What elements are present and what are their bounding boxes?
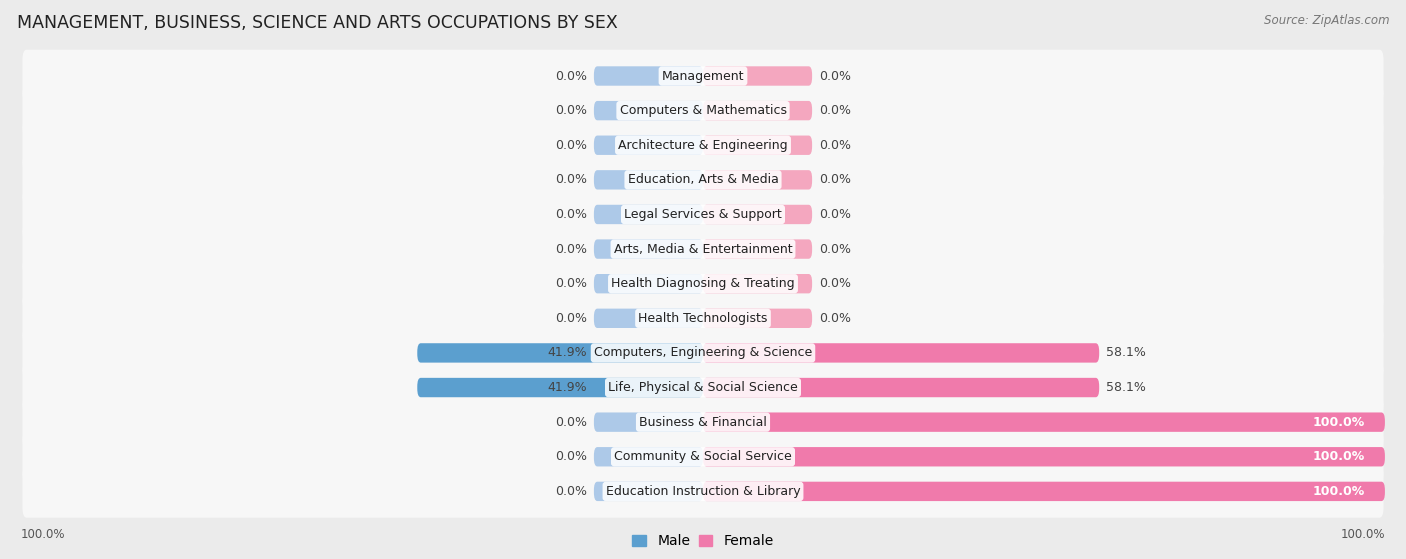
FancyBboxPatch shape <box>593 447 703 466</box>
FancyBboxPatch shape <box>22 430 1384 483</box>
Text: Computers & Mathematics: Computers & Mathematics <box>620 104 786 117</box>
Text: 100.0%: 100.0% <box>1340 528 1385 541</box>
Text: Community & Social Service: Community & Social Service <box>614 450 792 463</box>
Legend: Male, Female: Male, Female <box>627 528 779 553</box>
Text: Arts, Media & Entertainment: Arts, Media & Entertainment <box>613 243 793 255</box>
FancyBboxPatch shape <box>703 378 1099 397</box>
Text: Education, Arts & Media: Education, Arts & Media <box>627 173 779 186</box>
Text: 0.0%: 0.0% <box>555 69 588 83</box>
FancyBboxPatch shape <box>22 223 1384 276</box>
FancyBboxPatch shape <box>22 396 1384 448</box>
FancyBboxPatch shape <box>593 482 703 501</box>
FancyBboxPatch shape <box>703 482 1385 501</box>
FancyBboxPatch shape <box>22 154 1384 206</box>
FancyBboxPatch shape <box>703 309 813 328</box>
Text: 58.1%: 58.1% <box>1107 347 1146 359</box>
FancyBboxPatch shape <box>593 170 703 190</box>
Text: Source: ZipAtlas.com: Source: ZipAtlas.com <box>1264 14 1389 27</box>
Text: Life, Physical & Social Science: Life, Physical & Social Science <box>609 381 797 394</box>
FancyBboxPatch shape <box>703 101 813 120</box>
FancyBboxPatch shape <box>593 67 703 86</box>
Text: 0.0%: 0.0% <box>818 277 851 290</box>
Text: 0.0%: 0.0% <box>818 104 851 117</box>
FancyBboxPatch shape <box>593 101 703 120</box>
Text: 0.0%: 0.0% <box>555 139 588 151</box>
Text: 0.0%: 0.0% <box>555 243 588 255</box>
Text: 0.0%: 0.0% <box>555 312 588 325</box>
Text: 100.0%: 100.0% <box>1312 485 1364 498</box>
Text: 0.0%: 0.0% <box>818 173 851 186</box>
FancyBboxPatch shape <box>22 465 1384 518</box>
Text: Education Instruction & Library: Education Instruction & Library <box>606 485 800 498</box>
Text: MANAGEMENT, BUSINESS, SCIENCE AND ARTS OCCUPATIONS BY SEX: MANAGEMENT, BUSINESS, SCIENCE AND ARTS O… <box>17 14 617 32</box>
FancyBboxPatch shape <box>703 205 813 224</box>
FancyBboxPatch shape <box>703 67 813 86</box>
FancyBboxPatch shape <box>418 343 703 363</box>
Text: 0.0%: 0.0% <box>555 450 588 463</box>
Text: 0.0%: 0.0% <box>818 139 851 151</box>
Text: 0.0%: 0.0% <box>818 208 851 221</box>
Text: Business & Financial: Business & Financial <box>640 416 766 429</box>
Text: 0.0%: 0.0% <box>818 69 851 83</box>
Text: 41.9%: 41.9% <box>547 381 588 394</box>
Text: 0.0%: 0.0% <box>555 173 588 186</box>
Text: Health Technologists: Health Technologists <box>638 312 768 325</box>
FancyBboxPatch shape <box>22 84 1384 137</box>
FancyBboxPatch shape <box>703 343 1099 363</box>
Text: 100.0%: 100.0% <box>1312 450 1364 463</box>
FancyBboxPatch shape <box>703 135 813 155</box>
FancyBboxPatch shape <box>593 274 703 293</box>
FancyBboxPatch shape <box>593 413 703 432</box>
FancyBboxPatch shape <box>22 361 1384 414</box>
Text: 0.0%: 0.0% <box>555 416 588 429</box>
FancyBboxPatch shape <box>22 257 1384 310</box>
Text: 0.0%: 0.0% <box>555 208 588 221</box>
Text: Architecture & Engineering: Architecture & Engineering <box>619 139 787 151</box>
FancyBboxPatch shape <box>593 239 703 259</box>
Text: 100.0%: 100.0% <box>1312 416 1364 429</box>
FancyBboxPatch shape <box>22 188 1384 241</box>
Text: 58.1%: 58.1% <box>1107 381 1146 394</box>
FancyBboxPatch shape <box>593 205 703 224</box>
FancyBboxPatch shape <box>22 292 1384 344</box>
Text: 100.0%: 100.0% <box>21 528 66 541</box>
Text: 0.0%: 0.0% <box>555 277 588 290</box>
Text: 0.0%: 0.0% <box>818 312 851 325</box>
FancyBboxPatch shape <box>593 309 703 328</box>
Text: 0.0%: 0.0% <box>555 104 588 117</box>
Text: 41.9%: 41.9% <box>547 347 588 359</box>
Text: 0.0%: 0.0% <box>818 243 851 255</box>
Text: Computers, Engineering & Science: Computers, Engineering & Science <box>593 347 813 359</box>
FancyBboxPatch shape <box>22 50 1384 102</box>
Text: Management: Management <box>662 69 744 83</box>
Text: Legal Services & Support: Legal Services & Support <box>624 208 782 221</box>
FancyBboxPatch shape <box>22 119 1384 172</box>
FancyBboxPatch shape <box>593 135 703 155</box>
Text: 0.0%: 0.0% <box>555 485 588 498</box>
FancyBboxPatch shape <box>418 378 703 397</box>
Text: Health Diagnosing & Treating: Health Diagnosing & Treating <box>612 277 794 290</box>
FancyBboxPatch shape <box>22 326 1384 379</box>
FancyBboxPatch shape <box>703 170 813 190</box>
FancyBboxPatch shape <box>703 413 1385 432</box>
FancyBboxPatch shape <box>703 274 813 293</box>
FancyBboxPatch shape <box>703 239 813 259</box>
FancyBboxPatch shape <box>703 447 1385 466</box>
